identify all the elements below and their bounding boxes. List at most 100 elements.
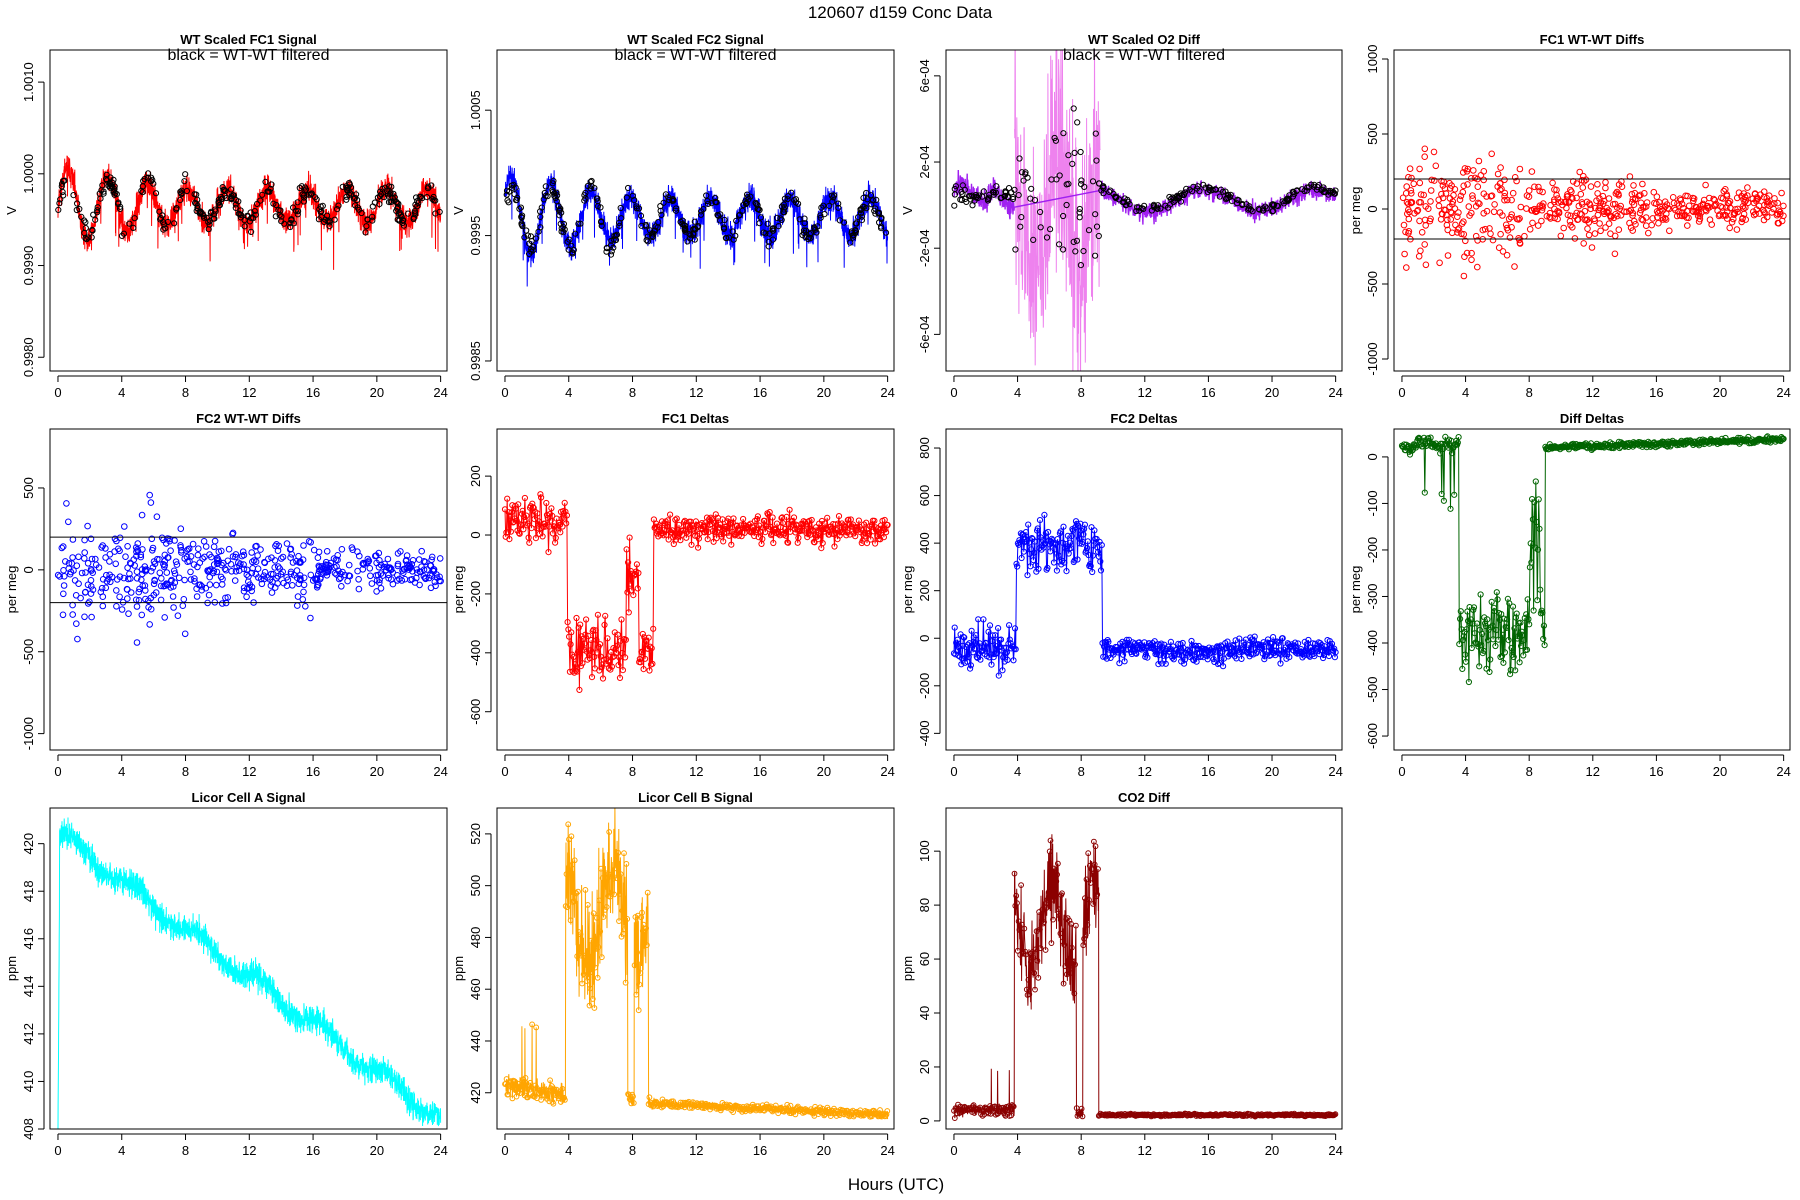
- scatter-point: [1467, 175, 1475, 182]
- y-tick-label: -400: [917, 720, 932, 746]
- x-tick-label: 12: [1586, 385, 1600, 400]
- series-point: [1220, 663, 1227, 670]
- series-point: [1133, 650, 1140, 657]
- scatter-point: [1685, 202, 1693, 210]
- filtered-point: [504, 197, 511, 204]
- series-point: [984, 645, 991, 652]
- series-point: [1504, 616, 1511, 623]
- scatter-point: [271, 564, 279, 571]
- series-point: [598, 954, 605, 961]
- series-point: [1144, 654, 1151, 661]
- series-point: [1025, 521, 1032, 528]
- filtered-point: [875, 209, 883, 217]
- series-point: [645, 634, 652, 641]
- scatter-point: [1573, 180, 1581, 187]
- series-point: [675, 521, 683, 529]
- series-point: [719, 516, 726, 523]
- series-point: [1506, 600, 1513, 607]
- series-point: [1520, 652, 1527, 659]
- series-point: [616, 654, 623, 661]
- scatter-point: [248, 587, 255, 595]
- scatter-point: [332, 556, 340, 564]
- series-point: [1044, 564, 1051, 572]
- series-point: [726, 521, 733, 528]
- series-point: [980, 616, 987, 623]
- filtered-point: [581, 197, 588, 204]
- scatter-point: [1739, 203, 1747, 210]
- filtered-point: [1092, 130, 1099, 137]
- series-point: [1066, 917, 1073, 924]
- filtered-point: [1106, 188, 1113, 195]
- filtered-point: [287, 219, 294, 227]
- filtered-point: [855, 214, 862, 221]
- scatter-point: [1557, 198, 1565, 206]
- scatter-point: [146, 491, 153, 499]
- x-axis: 0 4 8 12 16 20 24: [950, 754, 1343, 779]
- scatter-point: [331, 563, 338, 571]
- scatter-point: [1591, 215, 1598, 223]
- scatter-point: [356, 552, 363, 560]
- scatter-point: [1415, 252, 1423, 260]
- y-tick-label: -200: [468, 581, 483, 607]
- scatter-point: [385, 564, 393, 572]
- scatter-point: [205, 591, 213, 599]
- series-point: [1063, 916, 1069, 923]
- y-tick-label: 0: [917, 635, 932, 642]
- scatter-point: [81, 549, 88, 556]
- scatter-point: [153, 513, 161, 521]
- scatter-point: [1673, 212, 1681, 220]
- filtered-point: [1100, 183, 1107, 190]
- scatter-point: [300, 574, 308, 582]
- scatter-point: [1417, 247, 1424, 255]
- series-point: [558, 515, 565, 522]
- scatter-point: [116, 593, 123, 601]
- scatter-point: [164, 581, 171, 589]
- y-tick-label: 416: [21, 928, 36, 950]
- series-point: [1057, 528, 1064, 535]
- filtered-point: [858, 217, 866, 224]
- scatter-point: [1741, 198, 1748, 206]
- filtered-point: [416, 193, 423, 200]
- series-point: [846, 531, 854, 538]
- series-point: [591, 1005, 598, 1011]
- series-point: [550, 1100, 557, 1107]
- series-point: [533, 1024, 540, 1031]
- filtered-point: [703, 192, 710, 199]
- series-point: [832, 521, 839, 528]
- filtered-point: [612, 236, 620, 244]
- series-point: [507, 1078, 514, 1084]
- series-point: [1132, 650, 1139, 657]
- scatter-point: [1693, 204, 1700, 211]
- series-point: [1311, 653, 1318, 660]
- series-point: [1026, 991, 1033, 998]
- series-point: [1049, 896, 1056, 903]
- series-line: [504, 808, 889, 1120]
- series-point: [1526, 621, 1533, 628]
- series-point: [1427, 434, 1434, 441]
- series-point: [1139, 644, 1146, 652]
- x-tick-label: 4: [565, 385, 572, 400]
- series-point: [571, 857, 578, 864]
- series-point: [1204, 656, 1211, 663]
- filtered-point: [530, 243, 537, 250]
- filtered-point: [160, 226, 167, 233]
- filtered-point: [59, 188, 66, 196]
- series-point: [1046, 848, 1053, 855]
- series-point: [561, 499, 568, 506]
- scatter-point: [1488, 150, 1495, 158]
- series-point: [1082, 932, 1089, 938]
- series-point: [695, 544, 702, 551]
- filtered-point: [625, 184, 632, 192]
- scatter-point: [1402, 190, 1410, 197]
- series-point: [601, 621, 608, 629]
- scatter-point: [156, 569, 164, 577]
- y-tick-label: 1000: [1365, 45, 1380, 74]
- series-point: [1015, 918, 1022, 925]
- scatter-point: [69, 611, 76, 618]
- x-axis: 0 4 8 12 16 20 24: [501, 375, 895, 400]
- scatter-point: [1727, 204, 1734, 212]
- scatter-point: [261, 575, 268, 583]
- series-point: [972, 632, 980, 639]
